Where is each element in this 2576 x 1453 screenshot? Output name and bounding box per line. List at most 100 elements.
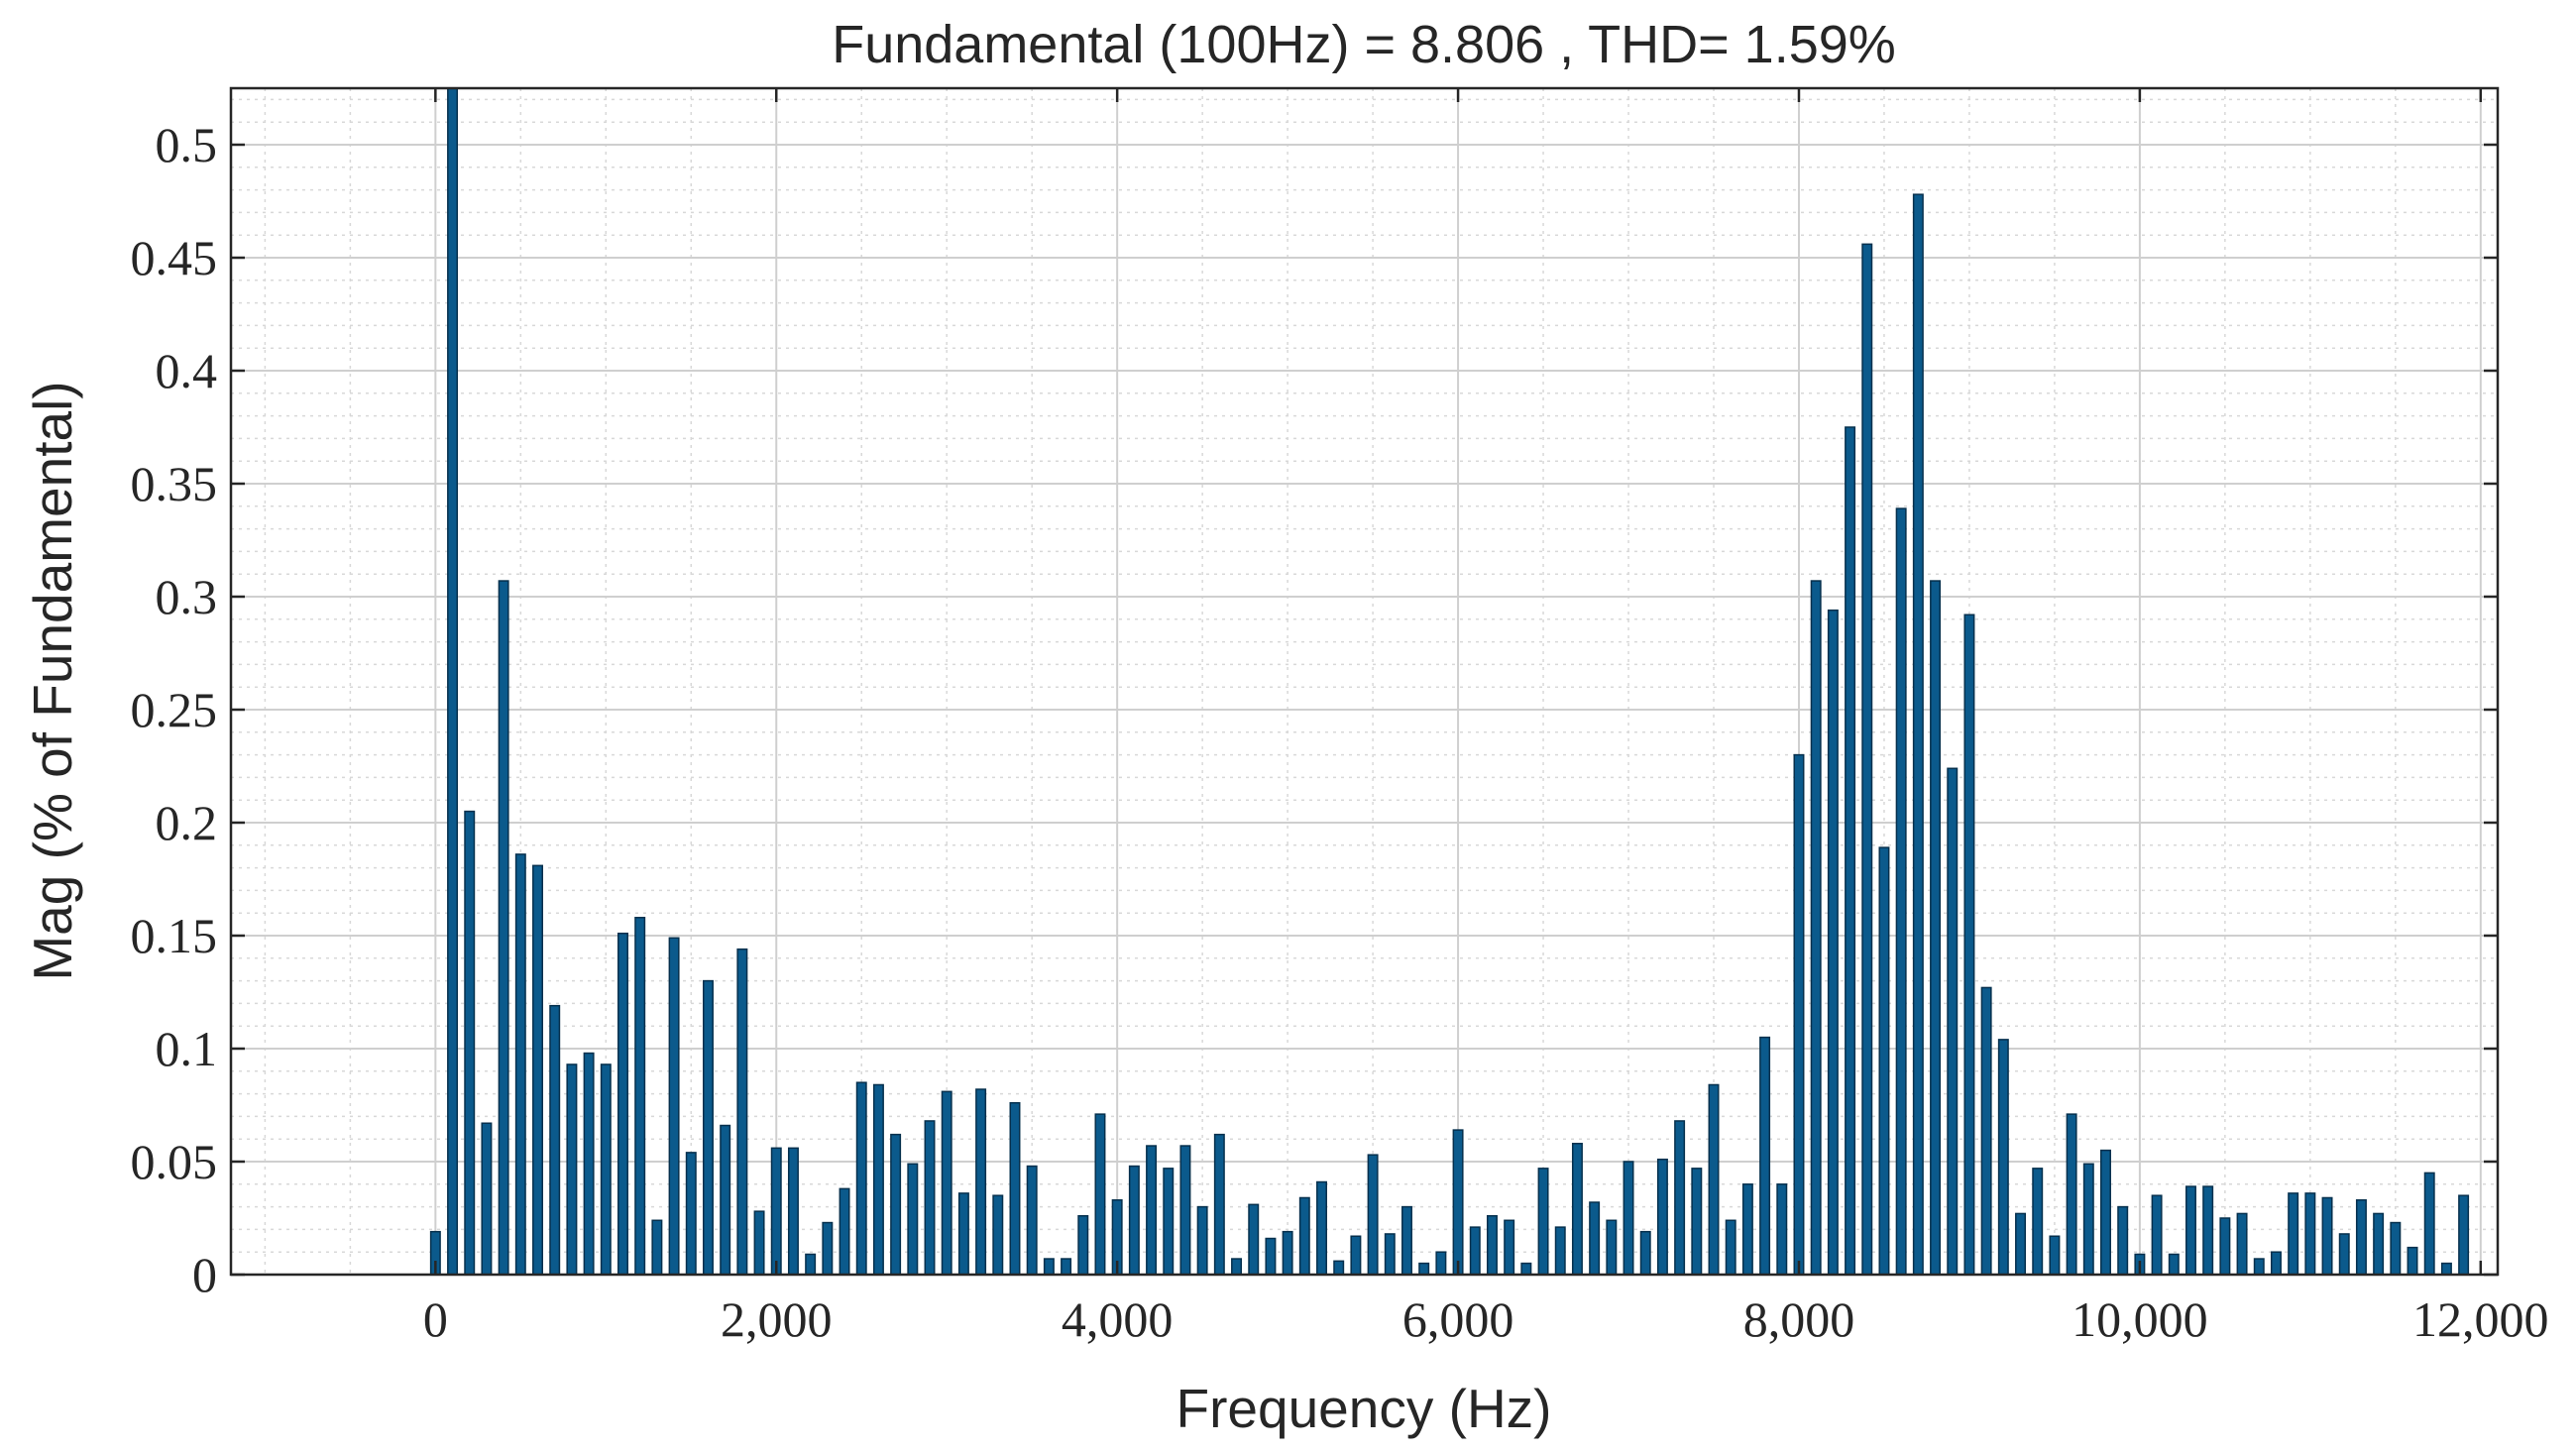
x-axis-ticks: 0 2,000 4,000 6,000 8,000 10,000 12,000	[423, 88, 2549, 1347]
bar	[1009, 1101, 1021, 1275]
bar	[1554, 1226, 1566, 1275]
x-tick-label: 2,000	[721, 1291, 833, 1347]
bar	[1418, 1262, 1430, 1275]
x-tick-label: 8,000	[1743, 1291, 1855, 1347]
bar	[1231, 1258, 1243, 1275]
bar	[787, 1147, 799, 1275]
bar	[1537, 1168, 1549, 1275]
bar	[1759, 1036, 1771, 1275]
bar	[2202, 1185, 2214, 1275]
bar	[805, 1253, 817, 1275]
bar	[2049, 1235, 2061, 1275]
bar	[1504, 1219, 1515, 1275]
bar	[2151, 1194, 2163, 1275]
bar	[2185, 1185, 2196, 1275]
x-tick-label: 0	[423, 1291, 448, 1347]
bar	[1043, 1258, 1055, 1275]
x-tick-label: 10,000	[2072, 1291, 2208, 1347]
bar	[1571, 1143, 1583, 1275]
bar	[1947, 767, 1959, 1275]
bar	[1674, 1120, 1686, 1275]
bar	[1963, 614, 1975, 1275]
bar	[2304, 1192, 2316, 1275]
bar	[2338, 1233, 2350, 1275]
bar	[1298, 1196, 1310, 1275]
bar	[1179, 1145, 1191, 1275]
bar	[839, 1187, 850, 1275]
bar	[651, 1219, 663, 1275]
bar	[1111, 1199, 1123, 1275]
bar	[2117, 1205, 2129, 1275]
bar	[1350, 1235, 1362, 1275]
bar	[736, 948, 748, 1275]
bar	[975, 1088, 987, 1275]
bar	[1469, 1226, 1481, 1275]
bar	[2032, 1168, 2044, 1275]
bar	[1333, 1260, 1345, 1275]
bar	[1589, 1201, 1601, 1275]
bar	[634, 917, 646, 1275]
bar	[1435, 1251, 1447, 1275]
bar	[1077, 1214, 1089, 1275]
bar	[1845, 426, 1856, 1275]
bar	[464, 810, 476, 1275]
bar	[685, 1152, 697, 1275]
bar	[1026, 1165, 1038, 1275]
bar	[2390, 1221, 2402, 1275]
bar	[1452, 1129, 1464, 1275]
x-axis-label: Frequency (Hz)	[1176, 1378, 1552, 1439]
bar	[855, 1081, 867, 1275]
bar	[1384, 1233, 1396, 1275]
bar	[2440, 1262, 2452, 1275]
bar	[2288, 1192, 2299, 1275]
bar	[2168, 1253, 2180, 1275]
bar	[429, 1230, 441, 1275]
bar	[498, 580, 509, 1275]
y-tick-label: 0.2	[156, 795, 218, 850]
bar	[1793, 753, 1805, 1275]
bar	[1128, 1165, 1140, 1275]
y-tick-label: 0.1	[156, 1021, 218, 1076]
bar	[924, 1120, 936, 1275]
y-tick-label: 0.35	[131, 456, 218, 511]
bar	[2082, 1163, 2094, 1275]
bar	[2253, 1258, 2265, 1275]
bar	[1486, 1214, 1498, 1275]
bar	[2458, 1194, 2470, 1275]
bar	[566, 1063, 578, 1275]
y-tick-label: 0	[192, 1247, 217, 1302]
bar	[2270, 1251, 2282, 1275]
x-tick-label: 12,000	[2412, 1291, 2549, 1347]
bar	[1895, 507, 1907, 1275]
bar	[1656, 1158, 1668, 1275]
bar	[1061, 1258, 1072, 1275]
bar	[941, 1090, 952, 1275]
bar	[702, 979, 714, 1275]
chart-title: Fundamental (100Hz) = 8.806 , THD= 1.59%	[832, 15, 1896, 74]
bar	[617, 932, 628, 1275]
y-axis-label: Mag (% of Fundamental)	[22, 381, 83, 980]
bar	[1282, 1230, 1293, 1275]
bar	[1094, 1113, 1106, 1275]
y-axis-ticks: 0 0.05 0.1 0.15 0.2 0.25 0.3 0.35 0.4 0.45 0.5	[131, 117, 2498, 1302]
bar	[770, 1147, 782, 1275]
bar	[1163, 1168, 1175, 1275]
y-tick-label: 0.4	[156, 343, 218, 398]
bar	[1265, 1237, 1277, 1275]
bar	[514, 853, 526, 1275]
bar	[1691, 1168, 1703, 1275]
bar	[2236, 1212, 2248, 1275]
bar	[1367, 1154, 1379, 1275]
bar	[1980, 986, 1992, 1275]
bar	[1213, 1133, 1225, 1275]
bar	[1810, 580, 1822, 1275]
bar	[1401, 1205, 1412, 1275]
y-tick-label: 0.5	[156, 117, 218, 172]
bar	[1639, 1230, 1651, 1275]
bar	[907, 1163, 919, 1275]
bar	[583, 1052, 595, 1275]
bar	[1606, 1219, 1618, 1275]
bar	[2321, 1196, 2333, 1275]
bar	[1827, 609, 1839, 1275]
bar	[2423, 1172, 2435, 1275]
